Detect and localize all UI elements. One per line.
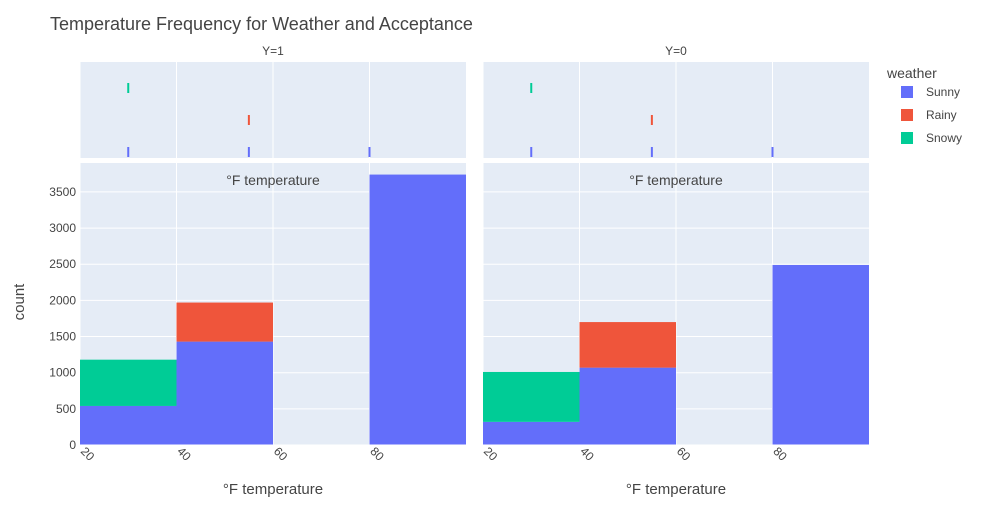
x-axis-title: °F temperature (223, 481, 323, 498)
x-axis-title: °F temperature (626, 481, 726, 498)
legend-label: Sunny (926, 85, 960, 99)
x-tick-label: 20 (481, 444, 501, 464)
bar-snowy (80, 359, 177, 406)
bar-sunny (369, 174, 466, 446)
x-tick-label: 20 (78, 444, 98, 464)
y-tick-label: 3000 (49, 221, 76, 235)
y-tick-label: 2000 (49, 293, 76, 307)
x-tick-label: 80 (367, 444, 387, 464)
legend-swatch-snowy (901, 132, 913, 144)
bar-sunny (579, 367, 676, 445)
panel-annotation: °F temperature (629, 172, 723, 188)
bar-snowy (483, 371, 580, 422)
facet-label: Y=0 (665, 44, 687, 58)
bar-sunny (483, 421, 580, 445)
bar-rainy (579, 322, 676, 368)
legend-label: Rainy (926, 108, 957, 122)
bar-sunny (80, 405, 177, 445)
y-tick-label: 1500 (49, 330, 76, 344)
legend: weather Sunny Rainy Snowy (886, 65, 962, 145)
bar-sunny (772, 264, 869, 445)
legend-item-sunny: Sunny (901, 85, 960, 99)
y-tick-label: 1000 (49, 366, 76, 380)
x-tick-label: 40 (577, 444, 597, 464)
legend-swatch-sunny (901, 86, 913, 98)
bar-rainy (176, 302, 273, 342)
x-tick-label: 60 (674, 444, 694, 464)
y-axis-title: count (11, 283, 28, 321)
y-tick-label: 2500 (49, 257, 76, 271)
facet-label: Y=1 (262, 44, 284, 58)
bar-sunny (176, 341, 273, 445)
legend-swatch-rainy (901, 109, 913, 121)
y-tick-label: 3500 (49, 185, 76, 199)
panel-annotation: °F temperature (226, 172, 320, 188)
x-tick-label: 40 (174, 444, 194, 464)
facet-panels: Y=1 °F temperature 20 40 60 80 °F temperature 0… (49, 44, 869, 498)
legend-item-snowy: Snowy (901, 131, 962, 145)
chart-title: Temperature Frequency for Weather and Ac… (50, 14, 473, 34)
y-tick-label: 0 (69, 438, 76, 452)
legend-title: weather (886, 65, 937, 81)
facet-panel-y1: Y=1 °F temperature 20 40 60 80 °F temperature 0… (49, 44, 466, 498)
y-tick-label: 500 (56, 402, 76, 416)
x-tick-label: 60 (271, 444, 291, 464)
legend-label: Snowy (926, 131, 962, 145)
facet-panel-y0: Y=0 °F temperature 20 40 60 80 °F temperature (481, 44, 869, 498)
legend-item-rainy: Rainy (901, 108, 957, 122)
x-tick-label: 80 (770, 444, 790, 464)
